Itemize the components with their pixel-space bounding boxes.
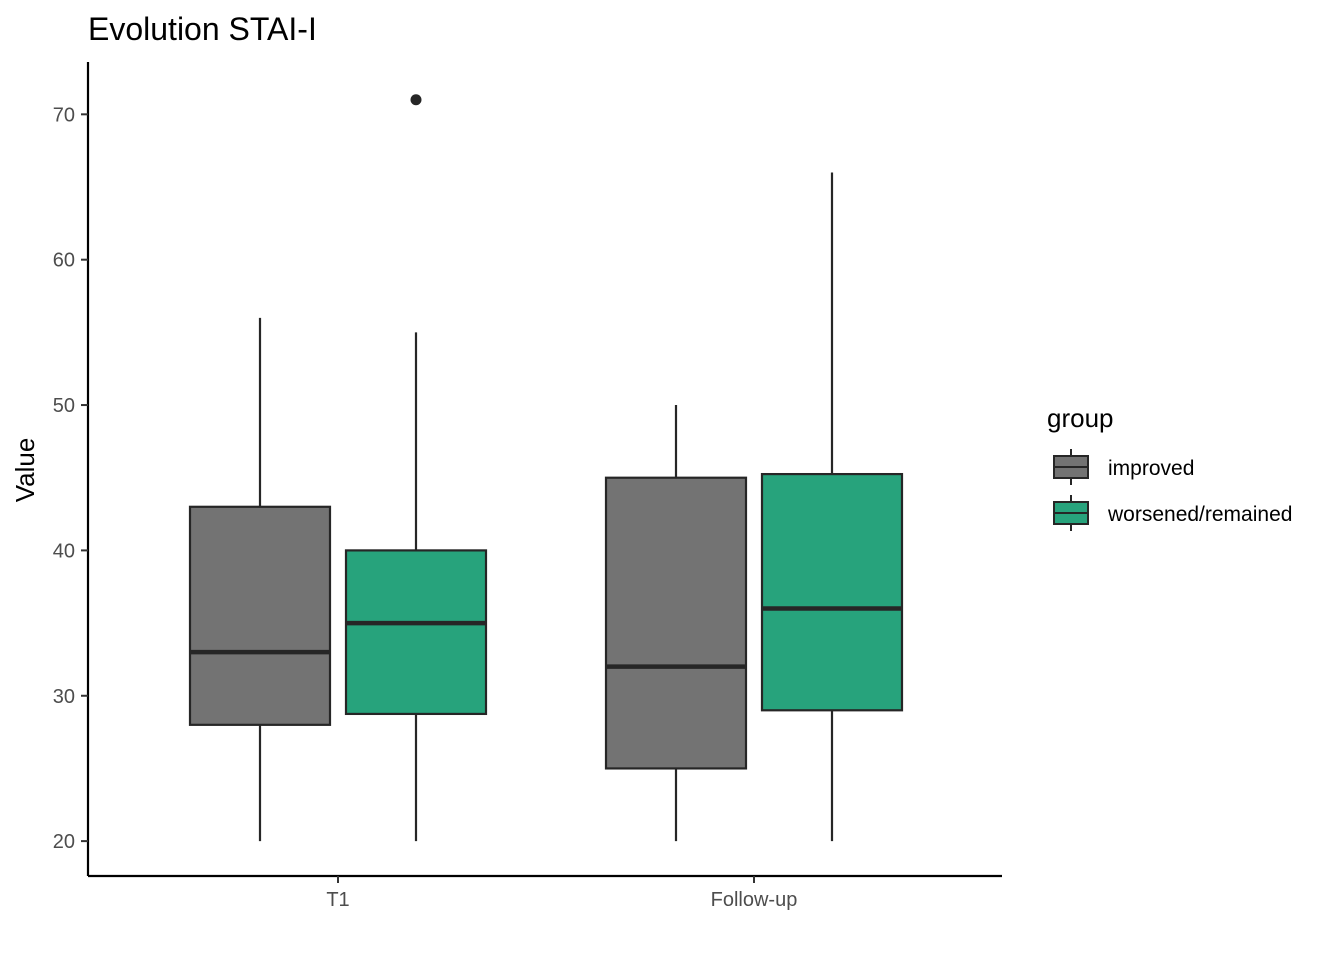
legend: group improved worsened/remained — [1047, 403, 1292, 531]
y-tick-label: 40 — [53, 540, 75, 562]
legend-label: improved — [1108, 457, 1194, 480]
box — [188, 505, 332, 726]
x-tick-label: Follow-up — [711, 889, 798, 911]
y-tick-label: 70 — [53, 104, 75, 126]
legend-label: worsened/remained — [1107, 503, 1292, 526]
x-tick-label: T1 — [326, 889, 349, 911]
legend-title: group — [1047, 403, 1114, 433]
y-axis-label: Value — [10, 438, 40, 503]
box — [760, 472, 904, 712]
box — [344, 549, 488, 716]
chart-title: Evolution STAI-I — [88, 11, 317, 47]
y-tick-label: 20 — [53, 831, 75, 853]
plot-area — [188, 94, 904, 842]
axes: 20 30 40 50 60 70 T1 Follow-up — [53, 62, 1002, 911]
box — [604, 476, 748, 770]
y-tick-label: 60 — [53, 250, 75, 272]
y-tick-label: 30 — [53, 686, 75, 708]
outlier-point — [410, 94, 422, 106]
y-tick-label: 50 — [53, 395, 75, 417]
